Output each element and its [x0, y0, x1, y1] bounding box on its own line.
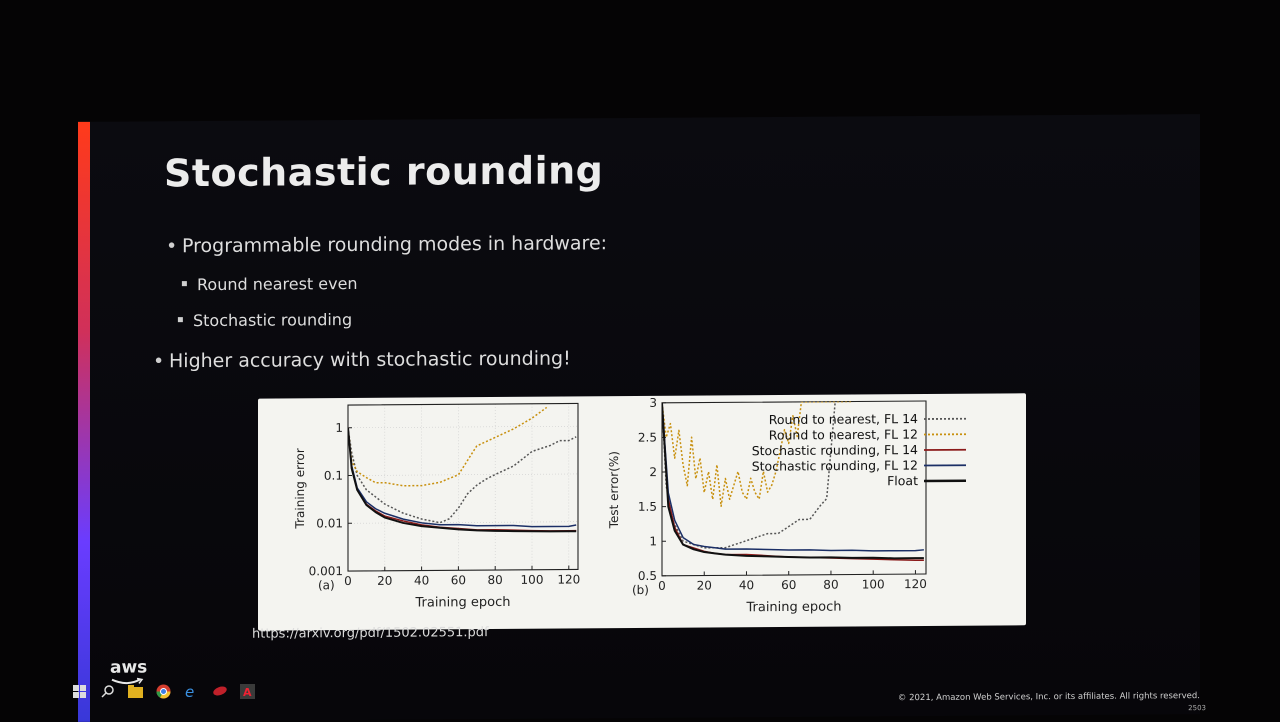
panel-b-xtick-label: 0 [658, 579, 666, 593]
panel-a-series-group [348, 407, 576, 533]
panel-a-grid-y [348, 426, 578, 428]
copyright-notice: © 2021, Amazon Web Services, Inc. or its… [898, 691, 1200, 703]
windows-start-icon[interactable] [70, 682, 89, 701]
panel-b-xtick-label: 80 [823, 578, 838, 592]
panel-a-axes [348, 403, 578, 571]
panel-a-xtick-label: 0 [344, 574, 352, 588]
panel-b-ytick-label: 3 [649, 396, 657, 410]
panel-b-ytick-label: 2.5 [638, 430, 657, 444]
reference-link[interactable]: https://arxiv.org/pdf/1502.02551.pdf [252, 625, 489, 642]
presentation-slide: Stochastic rounding Programmable roundin… [78, 114, 1200, 722]
panel-a-grid-y [348, 474, 578, 476]
legend-label-stochastic-rounding-fl-14: Stochastic rounding, FL 14 [752, 442, 918, 458]
aws-logo: aws [110, 657, 147, 677]
panel-b-ytick-label: 1.5 [638, 500, 657, 514]
panel-a-grid-y [348, 522, 578, 524]
taskbar: e A [70, 676, 270, 706]
panel-a-panel-label: (a) [318, 578, 335, 592]
edge-icon[interactable]: e [182, 682, 201, 701]
panel-b-xlabel: Training epoch [745, 600, 841, 616]
panel-b-ytick-label: 0.5 [638, 569, 657, 583]
pdf-reader-icon[interactable] [210, 682, 229, 701]
panel-b-panel-label: (b) [632, 583, 649, 597]
sub-bullet-round-nearest-even: Round nearest even [197, 274, 358, 294]
panel-b-xtick-label: 120 [904, 577, 927, 591]
panel-b-xtick-label: 100 [862, 577, 885, 591]
panel-a-series-stochastic-rounding-fl-12 [348, 426, 576, 528]
panel-a-series-float [348, 426, 576, 533]
panel-b-ytick-label: 1 [649, 534, 657, 548]
panel-b-xtick-label: 60 [781, 578, 796, 592]
panel-a-xlabel: Training epoch [414, 595, 510, 611]
panel-b-ytick-label: 2 [649, 465, 657, 479]
bullet-higher-accuracy: Higher accuracy with stochastic rounding… [169, 347, 571, 372]
panel-b-ylabel: Test error(%) [607, 451, 621, 529]
panel-a-xtick-label: 20 [377, 574, 392, 588]
svg-text:A: A [243, 686, 252, 699]
slide-accent-bar [78, 122, 90, 722]
search-icon[interactable] [98, 682, 117, 701]
legend-label-round-to-nearest-fl-12: Round to nearest, FL 12 [769, 427, 918, 443]
panel-b-xtick-label: 20 [697, 578, 712, 592]
svg-text:e: e [185, 684, 194, 699]
panel-a-chart: 0 20 40 60 80 100 120 0.001 0.01 0.1 1 Training epo… [293, 403, 580, 611]
legend-label-stochastic-rounding-fl-12: Stochastic rounding, FL 12 [752, 458, 918, 474]
slide-title: Stochastic rounding [164, 148, 603, 195]
panel-a-xtick-label: 120 [557, 572, 580, 586]
legend-label-float: Float [887, 473, 918, 488]
panel-a-ytick-label: 1 [335, 421, 343, 435]
panel-b-chart: 0 20 40 60 80 100 120 0.5 1 1.5 2 2.5 3 Training epoc… [607, 394, 966, 617]
panel-a-ytick-label: 0.01 [316, 516, 343, 530]
panel-a-xtick-label: 80 [488, 573, 503, 587]
bullet-rounding-modes: Programmable rounding modes in hardware: [182, 232, 607, 257]
panel-a-xtick-label: 60 [451, 573, 466, 587]
sub-bullet-stochastic-rounding: Stochastic rounding [193, 310, 352, 330]
file-explorer-icon[interactable] [126, 682, 145, 701]
panel-a-xtick-label: 40 [414, 573, 429, 587]
panel-a-xtick-label: 100 [521, 573, 544, 587]
slide-number: 2503 [1188, 704, 1206, 712]
legend-label-round-to-nearest-fl-14: Round to nearest, FL 14 [769, 411, 918, 427]
acrobat-icon[interactable]: A [238, 682, 257, 701]
panel-b-xtick-label: 40 [739, 578, 754, 592]
panel-a-ylabel: Training error [293, 448, 307, 529]
chrome-icon[interactable] [154, 682, 173, 701]
panel-a-ytick-label: 0.001 [309, 564, 343, 578]
panel-a-ytick-label: 0.1 [324, 469, 343, 483]
